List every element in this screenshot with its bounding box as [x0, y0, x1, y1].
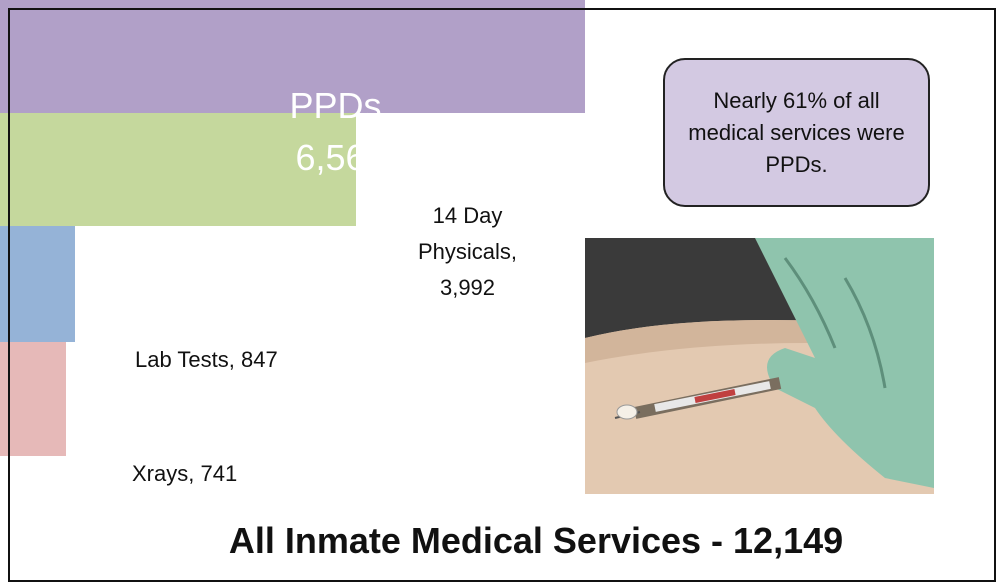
data-label: PPDs, 6,569: [48, 80, 633, 184]
category-label: PPDs,: [289, 85, 391, 126]
chart-title: All Inmate Medical Services - 12,149: [0, 520, 1002, 562]
data-label: 14 Day Physicals, 3,992: [400, 198, 535, 306]
category-label: 14 Day Physicals,: [418, 203, 517, 264]
value-label: 847: [241, 347, 278, 372]
illustration: [585, 238, 934, 494]
page: Nearly 61% of all medical services were …: [0, 0, 1002, 586]
category-label: Lab Tests,: [135, 347, 235, 372]
category-label: Xrays,: [132, 461, 194, 486]
value-label: 3,992: [440, 275, 495, 300]
data-label: Xrays, 741: [132, 456, 237, 492]
value-label: 6,569: [295, 137, 385, 178]
annotation: Nearly 61% of all medical services were …: [663, 58, 930, 207]
data-label: Lab Tests, 847: [135, 342, 278, 378]
value-label: 741: [200, 461, 237, 486]
